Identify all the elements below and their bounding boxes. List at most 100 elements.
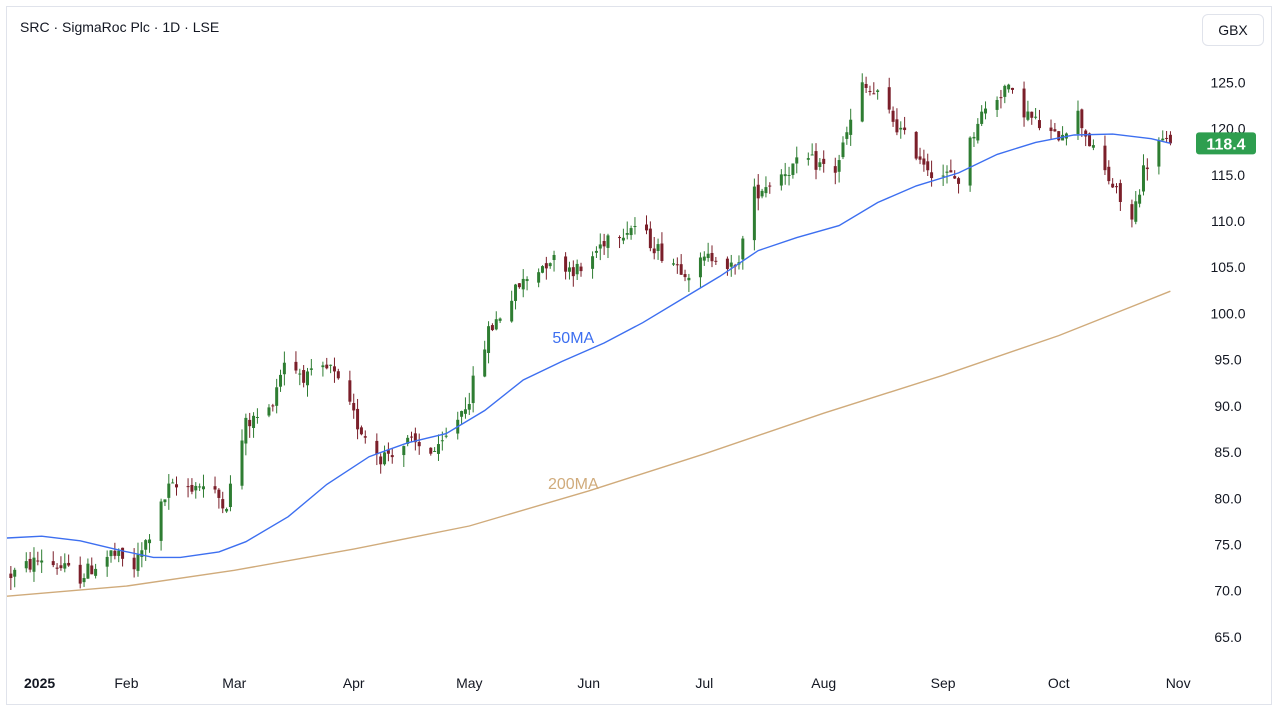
candle-body bbox=[1118, 183, 1122, 202]
y-tick-label: 75.0 bbox=[1214, 536, 1241, 552]
candle-body bbox=[837, 160, 841, 172]
candle-body bbox=[683, 274, 687, 278]
candle-body bbox=[383, 452, 387, 465]
candle-body bbox=[1157, 140, 1161, 167]
candle-body bbox=[483, 349, 487, 377]
candle-body bbox=[386, 450, 390, 454]
candle-body bbox=[945, 171, 949, 173]
candle-body bbox=[1134, 201, 1138, 222]
candle-body bbox=[163, 499, 167, 503]
candle-body bbox=[1053, 129, 1057, 132]
candle-body bbox=[860, 82, 864, 122]
candle-body bbox=[375, 440, 379, 455]
y-tick-label: 100.0 bbox=[1210, 305, 1245, 321]
candle-body bbox=[679, 264, 683, 275]
candle-body bbox=[24, 561, 28, 569]
candle-body bbox=[787, 174, 791, 176]
y-tick-label: 125.0 bbox=[1210, 74, 1245, 90]
candle-body bbox=[926, 161, 930, 171]
candle-body bbox=[760, 190, 764, 197]
candle-body bbox=[941, 175, 945, 177]
candle-body bbox=[849, 119, 853, 135]
candle-body bbox=[764, 187, 768, 194]
x-tick-label: May bbox=[456, 675, 482, 691]
candle-body bbox=[309, 368, 313, 370]
candle-body bbox=[498, 318, 502, 321]
x-tick-label: Jul bbox=[695, 675, 713, 691]
y-tick-label: 115.0 bbox=[1211, 167, 1245, 183]
candle-body bbox=[752, 186, 756, 241]
candle-body bbox=[463, 409, 467, 414]
candle-body bbox=[1049, 127, 1053, 132]
last-price-value: 118.4 bbox=[1206, 136, 1245, 153]
candle-body bbox=[1010, 87, 1014, 90]
candle-body bbox=[460, 411, 464, 417]
candle-body bbox=[618, 237, 622, 239]
chart-title: SRC · SigmaRoc Plc · 1D · LSE bbox=[20, 19, 220, 35]
candle-body bbox=[795, 157, 799, 164]
candle-body bbox=[336, 371, 340, 379]
candle-body bbox=[687, 277, 691, 281]
candle-body bbox=[167, 483, 171, 498]
candle-body bbox=[567, 267, 571, 272]
candle-body bbox=[13, 569, 17, 577]
candle-body bbox=[136, 554, 140, 571]
candle-body bbox=[321, 365, 325, 368]
candle-body bbox=[1088, 133, 1092, 147]
candle-body bbox=[267, 407, 271, 416]
candle-body bbox=[121, 547, 125, 559]
candle-body bbox=[352, 402, 356, 411]
candle-body bbox=[329, 364, 333, 366]
currency-button[interactable]: GBX bbox=[1202, 14, 1264, 46]
candle-body bbox=[675, 264, 679, 266]
candle-body bbox=[410, 436, 414, 438]
candle-body bbox=[82, 578, 86, 583]
candle-body bbox=[348, 380, 352, 402]
candle-body bbox=[656, 244, 660, 251]
candle-body bbox=[872, 93, 876, 95]
candle-body bbox=[537, 272, 541, 283]
candle-body bbox=[1091, 145, 1095, 148]
candle-body bbox=[1107, 166, 1111, 182]
candle-body bbox=[117, 550, 121, 556]
x-tick-label: 2025 bbox=[24, 675, 55, 691]
x-tick-label: Mar bbox=[222, 675, 246, 691]
candle-body bbox=[255, 416, 259, 418]
candle-body bbox=[217, 489, 221, 498]
candle-body bbox=[822, 158, 826, 164]
candle-body bbox=[1115, 186, 1119, 188]
candle-body bbox=[144, 540, 148, 550]
y-tick-label: 110.0 bbox=[1211, 213, 1245, 229]
candle-body bbox=[332, 366, 336, 372]
candle-body bbox=[891, 110, 895, 122]
candle-body bbox=[225, 509, 229, 512]
candle-body bbox=[67, 562, 71, 566]
candle-body bbox=[980, 111, 984, 124]
candle-body bbox=[78, 564, 82, 584]
candle-body bbox=[1007, 84, 1011, 90]
candle-body bbox=[598, 244, 602, 249]
candle-body bbox=[63, 563, 67, 569]
candle-body bbox=[175, 484, 179, 488]
candle-body bbox=[540, 266, 544, 273]
candle-body bbox=[9, 573, 13, 579]
candle-body bbox=[791, 163, 795, 175]
candle-body bbox=[645, 224, 649, 231]
candle-body bbox=[109, 550, 113, 557]
candle-body bbox=[984, 108, 988, 114]
candle-body bbox=[868, 90, 872, 92]
candle-body bbox=[1084, 130, 1088, 137]
candle-body bbox=[544, 263, 548, 269]
candle-body bbox=[413, 433, 417, 443]
candle-body bbox=[1130, 204, 1134, 220]
x-tick-label: Oct bbox=[1048, 675, 1070, 691]
candle-body bbox=[359, 427, 363, 435]
x-axis: 2025 Feb Mar Apr May Jun Jul Aug Sep Oct Nov bbox=[24, 675, 1191, 691]
candle-body bbox=[298, 373, 302, 375]
candle-body bbox=[806, 158, 810, 160]
candle-body bbox=[201, 486, 205, 490]
candle-body bbox=[918, 156, 922, 160]
candle-body bbox=[55, 567, 59, 569]
candle-body bbox=[914, 131, 918, 159]
